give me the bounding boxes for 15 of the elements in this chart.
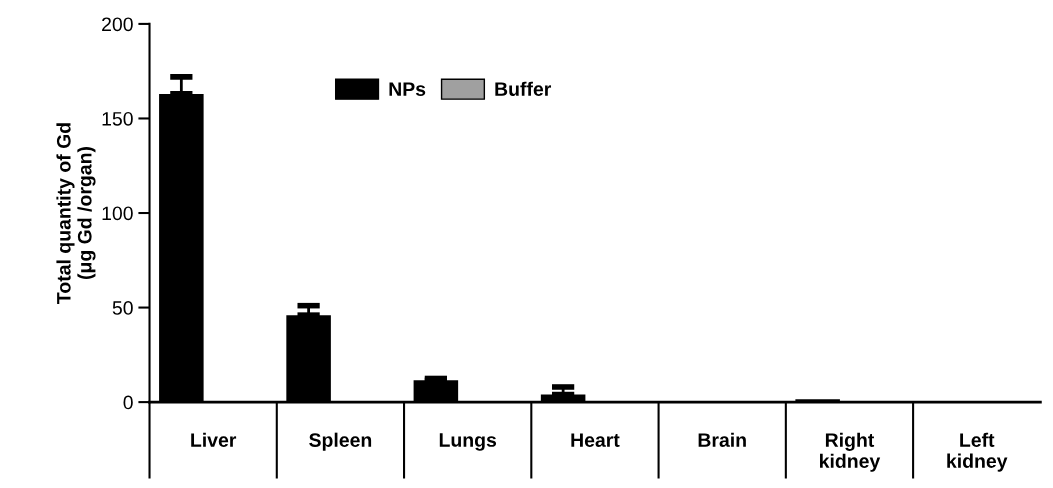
legend-label: Buffer: [495, 81, 552, 96]
y-tick-label: 200: [102, 17, 133, 32]
x-tick-label: Spleen: [309, 432, 372, 451]
y-tick-label: 150: [102, 111, 133, 126]
x-tick-label: Left kidney: [947, 432, 1008, 472]
x-tick-label: Right kidney: [820, 432, 881, 472]
legend-label: NPs: [389, 82, 426, 96]
x-tick-label: Heart: [571, 433, 620, 447]
x-tick-label: Brain: [698, 432, 746, 447]
y-axis-title: Total quantity of Gd (μg Gd /organ): [56, 123, 96, 304]
y-tick-label: 50: [112, 301, 133, 315]
x-tick-label: Lungs: [439, 433, 497, 451]
x-tick-label: Liver: [191, 432, 237, 447]
y-tick-label: 100: [102, 206, 133, 221]
y-tick-label: 0: [123, 395, 133, 410]
